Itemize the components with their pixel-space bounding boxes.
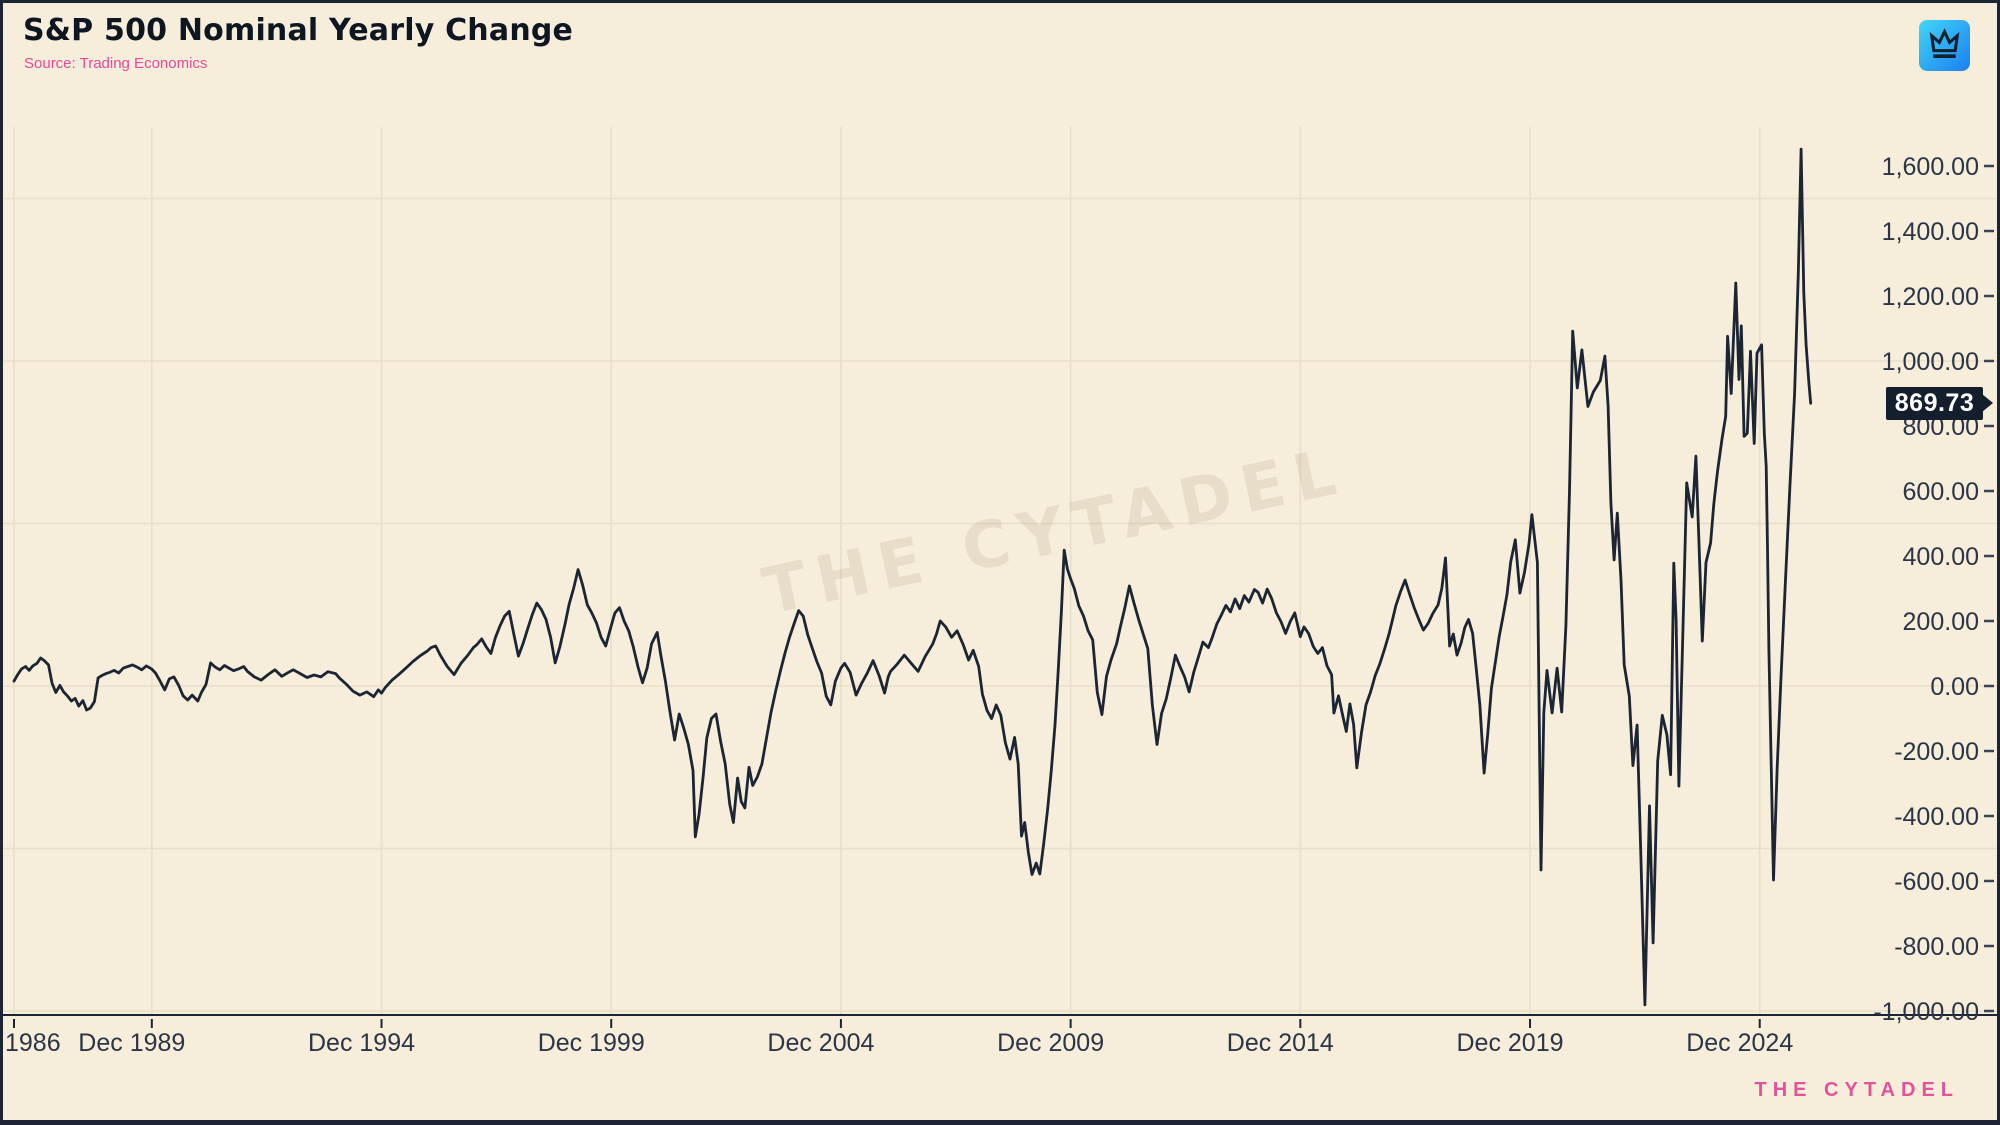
y-axis-label: 1,200.00	[1882, 283, 1979, 311]
y-axis-label: 1,600.00	[1882, 153, 1979, 181]
price-line	[12, 147, 1813, 1007]
source-label: Source: Trading Economics	[24, 55, 208, 72]
x-axis-label: Dec 1989	[78, 1029, 186, 1057]
x-axis-label: 1986	[5, 1029, 61, 1057]
latest-value-badge: 869.73	[1886, 386, 1983, 420]
x-axis-label: Dec 2014	[1226, 1029, 1334, 1057]
x-axis-label: Dec 1994	[308, 1029, 416, 1057]
y-axis-label: -200.00	[1894, 738, 1979, 766]
x-axis-label: Dec 1999	[537, 1029, 645, 1057]
y-axis-label: -400.00	[1894, 803, 1979, 831]
x-axis-label: Dec 2019	[1456, 1029, 1564, 1057]
y-axis-label: -600.00	[1894, 868, 1979, 896]
brand-footer: THE CYTADEL	[1754, 1079, 1959, 1101]
y-axis-label: 0.00	[1930, 673, 1979, 701]
latest-value-text: 869.73	[1894, 388, 1975, 417]
x-axis-label: Dec 2004	[767, 1029, 875, 1057]
chart-plot: 1,600.001,400.001,200.001,000.00800.0060…	[3, 127, 1997, 1028]
x-axis-label: Dec 2009	[997, 1029, 1105, 1057]
x-axis: 1986 Dec 1989 Dec 1994 Dec 1999 Dec 2004 Dec …	[3, 1029, 1997, 1063]
y-axis-label: 1,000.00	[1882, 348, 1979, 376]
y-axis-label: -1,000.00	[1873, 998, 1979, 1026]
crown-icon	[1919, 20, 1970, 71]
crown-icon-svg	[1919, 20, 1970, 71]
y-axis-label: 200.00	[1903, 608, 1979, 636]
y-axis-label: 1,400.00	[1882, 218, 1979, 246]
y-axis-label: 600.00	[1903, 478, 1979, 506]
y-axis-label: -800.00	[1894, 933, 1979, 961]
x-axis-label: Dec 2024	[1686, 1029, 1794, 1057]
y-axis-label: 400.00	[1903, 543, 1979, 571]
page-title: S&P 500 Nominal Yearly Change	[23, 13, 574, 48]
